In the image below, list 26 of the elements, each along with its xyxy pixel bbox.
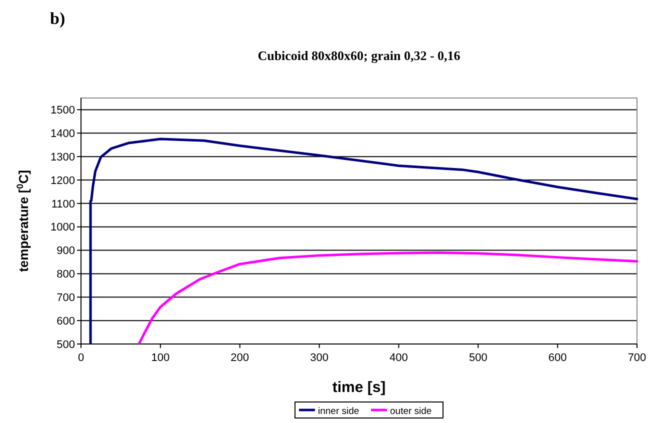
- x-axis-title: time [s]: [332, 379, 386, 396]
- y-tick-label: 500: [56, 338, 75, 351]
- y-tick-label: 1200: [50, 174, 75, 187]
- y-tick-label: 600: [56, 315, 75, 328]
- chart-title: Cubicoid 80x80x60; grain 0,32 - 0,16: [258, 48, 461, 63]
- legend-label: inner side: [318, 406, 360, 417]
- x-tick-label: 700: [628, 352, 646, 364]
- y-tick-label: 800: [56, 268, 75, 281]
- y-tick-label: 1000: [50, 222, 75, 234]
- line-series: [89, 138, 638, 344]
- x-tick-label: 0: [78, 352, 84, 364]
- y-tick-label: 700: [56, 292, 75, 304]
- y-tick-label: 1100: [51, 198, 75, 210]
- y-tick-label: 1500: [50, 104, 75, 117]
- legend-label: outer side: [390, 406, 432, 417]
- text: b): [50, 9, 66, 28]
- x-tick-label: 200: [230, 352, 250, 364]
- y-tick-label: 1300: [50, 151, 75, 164]
- x-tick-label: 600: [548, 352, 567, 364]
- x-tick-label: 400: [390, 352, 408, 364]
- x-tick-label: 300: [310, 352, 328, 364]
- x-tick-label: 500: [468, 352, 488, 364]
- y-tick-label: 1400: [50, 128, 75, 140]
- line-series: [138, 251, 638, 344]
- x-tick-label: 100: [151, 352, 170, 364]
- y-tick-label: 900: [56, 245, 75, 258]
